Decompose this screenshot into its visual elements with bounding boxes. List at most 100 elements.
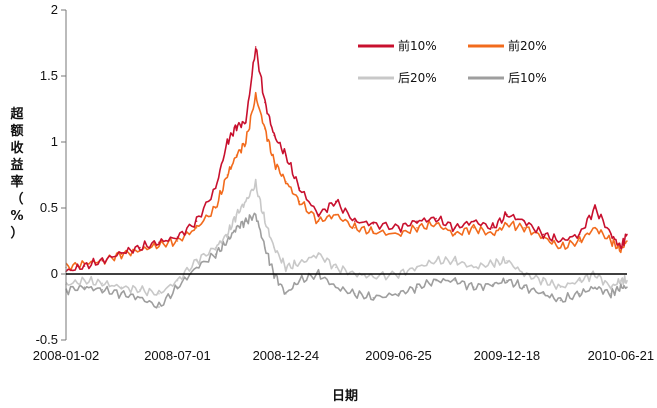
- data-point: [195, 260, 198, 262]
- data-point: [235, 213, 238, 216]
- series-line: [65, 178, 628, 297]
- data-point: [176, 279, 179, 282]
- data-point: [542, 279, 545, 282]
- data-point: [317, 253, 320, 255]
- data-point: [298, 279, 301, 282]
- data-point: [578, 240, 581, 242]
- data-point: [610, 293, 612, 295]
- y-tick-label: 0.5: [40, 200, 58, 215]
- data-point: [454, 227, 456, 229]
- plot-area: [65, 46, 628, 309]
- data-point: [264, 220, 266, 222]
- x-tick-label: 2009-12-18: [474, 348, 541, 363]
- data-point: [285, 180, 287, 183]
- data-point: [235, 227, 238, 229]
- y-tick-label: 1.5: [40, 68, 58, 83]
- data-point: [372, 275, 375, 278]
- data-point: [139, 296, 141, 299]
- data-point: [435, 223, 437, 225]
- data-point: [578, 279, 581, 282]
- data-point: [626, 240, 628, 242]
- y-tick-label: -0.5: [36, 332, 58, 347]
- data-point: [83, 286, 86, 289]
- data-point: [372, 230, 375, 233]
- data-point: [226, 240, 229, 242]
- data-point: [158, 241, 160, 244]
- data-point: [523, 227, 525, 229]
- data-point: [254, 183, 257, 186]
- data-point: [523, 220, 525, 222]
- data-point: [83, 265, 86, 267]
- data-point: [245, 141, 247, 143]
- data-point: [273, 246, 275, 249]
- data-point: [226, 233, 229, 236]
- data-point: [285, 293, 287, 295]
- data-point: [472, 227, 475, 229]
- data-point: [298, 262, 301, 265]
- data-point: [264, 128, 266, 130]
- data-point: [285, 154, 287, 156]
- data-point: [273, 161, 275, 163]
- series-line: [65, 47, 628, 272]
- data-point: [158, 306, 160, 308]
- data-point: [176, 236, 179, 238]
- legend-label: 前10%: [398, 38, 437, 53]
- data-point: [559, 240, 562, 242]
- data-point: [523, 286, 525, 289]
- data-point: [472, 220, 475, 222]
- data-point: [416, 266, 418, 269]
- legend: 前10% 前20% 后20% 后10%: [358, 38, 547, 85]
- data-point: [235, 154, 238, 156]
- x-tick-label: 2008-07-01: [144, 348, 211, 363]
- data-point: [610, 240, 612, 242]
- data-point: [559, 299, 562, 302]
- data-point: [273, 134, 275, 137]
- data-point: [435, 279, 437, 282]
- data-point: [491, 262, 494, 265]
- data-point: [176, 286, 179, 289]
- data-point: [626, 233, 628, 236]
- data-point: [610, 286, 612, 289]
- data-point: [214, 253, 217, 255]
- y-axis-title: 超额收益率（%）: [10, 106, 24, 241]
- data-point: [120, 252, 123, 254]
- data-point: [264, 101, 266, 104]
- data-point: [578, 233, 581, 236]
- data-point: [101, 282, 104, 285]
- data-point: [214, 207, 217, 209]
- data-point: [83, 279, 86, 282]
- data-point: [372, 296, 375, 299]
- data-point: [101, 260, 104, 262]
- data-point: [334, 213, 337, 216]
- x-tick-label: 2009-06-25: [365, 348, 432, 363]
- data-point: [245, 121, 247, 123]
- data-point: [226, 174, 229, 176]
- data-point: [435, 260, 437, 262]
- data-point: [254, 213, 257, 216]
- x-tick-label: 2008-12-24: [253, 348, 320, 363]
- y-tick-label: 0: [51, 266, 58, 281]
- data-point: [620, 286, 622, 289]
- data-point: [120, 293, 123, 295]
- data-point: [578, 293, 581, 295]
- data-point: [354, 220, 356, 222]
- data-point: [542, 293, 545, 295]
- data-point: [559, 286, 562, 289]
- data-point: [435, 217, 437, 220]
- data-point: [195, 227, 198, 229]
- data-point: [120, 286, 123, 289]
- data-point: [372, 223, 375, 225]
- data-point: [317, 220, 320, 222]
- y-tick-label: 2: [51, 2, 58, 17]
- data-point: [620, 249, 622, 252]
- data-point: [334, 200, 337, 203]
- data-point: [354, 293, 356, 295]
- legend-label: 后10%: [508, 71, 547, 85]
- data-point: [620, 279, 622, 282]
- data-point: [454, 260, 456, 262]
- x-tick-label: 2008-01-02: [33, 348, 100, 363]
- data-point: [594, 286, 596, 289]
- data-point: [226, 141, 229, 143]
- data-point: [139, 289, 141, 291]
